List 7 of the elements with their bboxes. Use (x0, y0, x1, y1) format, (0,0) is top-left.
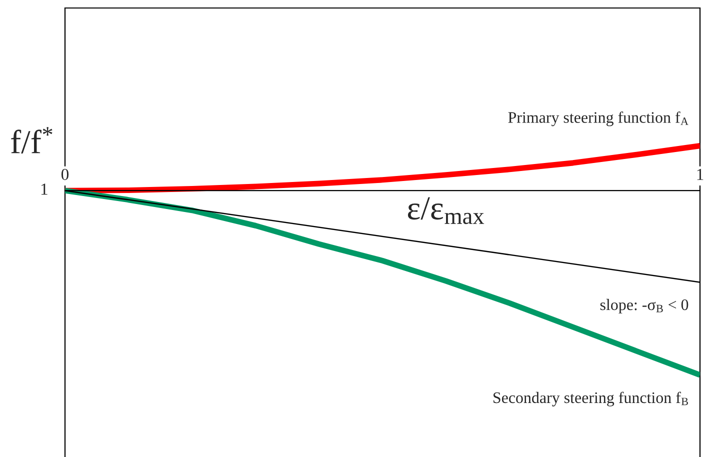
series-label: Secondary steering function f$_{B}$ (494, 392, 688, 406)
series-label: slope: -σ$_{B}$ < 0 (600, 298, 688, 314)
y-axis-title: f/f$^{*}$ (11, 127, 52, 154)
series-label: Primary steering function f$_{A}$ (508, 111, 688, 126)
x-tick-label: 0 (61, 168, 69, 180)
x-axis-title: ε/ε$_{max}$ (408, 197, 484, 224)
text: 1 (41, 184, 48, 195)
